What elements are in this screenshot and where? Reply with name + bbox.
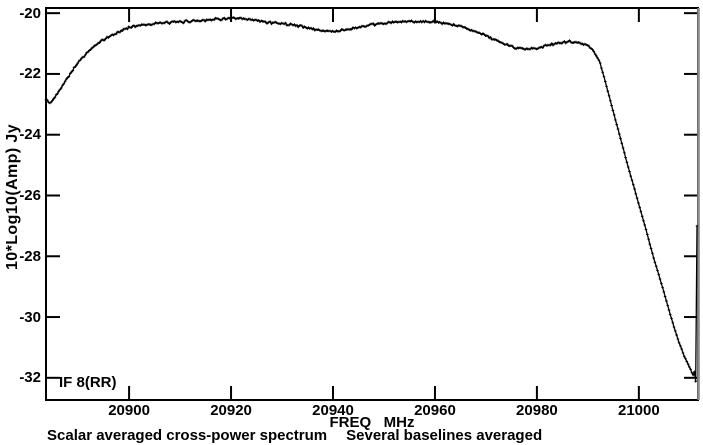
x-tick-label: 20900	[108, 402, 150, 419]
caption-spectrum-type: Scalar averaged cross-power spectrum	[47, 427, 328, 444]
footer-caption: Scalar averaged cross-power spectrum Sev…	[47, 427, 542, 444]
axis-tick-marks	[47, 9, 697, 399]
y-tick-label: -30	[19, 308, 41, 326]
x-tick-label: 20980	[516, 402, 558, 419]
x-tick-label: 20940	[312, 402, 354, 419]
caption-baselines: Several baselines averaged	[346, 427, 543, 444]
y-tick-label: -28	[19, 247, 41, 265]
x-axis-title: FREQ MHz	[329, 414, 415, 431]
y-tick-label: -26	[19, 186, 41, 204]
y-tick-label: -24	[19, 126, 41, 144]
y-axis-title: 10*Log10(Amp) Jy	[4, 124, 21, 270]
y-tick-label: -20	[19, 4, 41, 22]
y-tick-label: -22	[19, 65, 41, 83]
plot-frame	[45, 7, 700, 401]
spectrum-trace	[44, 16, 699, 383]
x-tick-label: 20960	[414, 402, 456, 419]
if-band-label: IF 8(RR)	[59, 374, 117, 391]
x-tick-label: 20920	[210, 402, 252, 419]
y-tick-label: -32	[19, 369, 41, 387]
x-tick-label: 21000	[618, 402, 660, 419]
